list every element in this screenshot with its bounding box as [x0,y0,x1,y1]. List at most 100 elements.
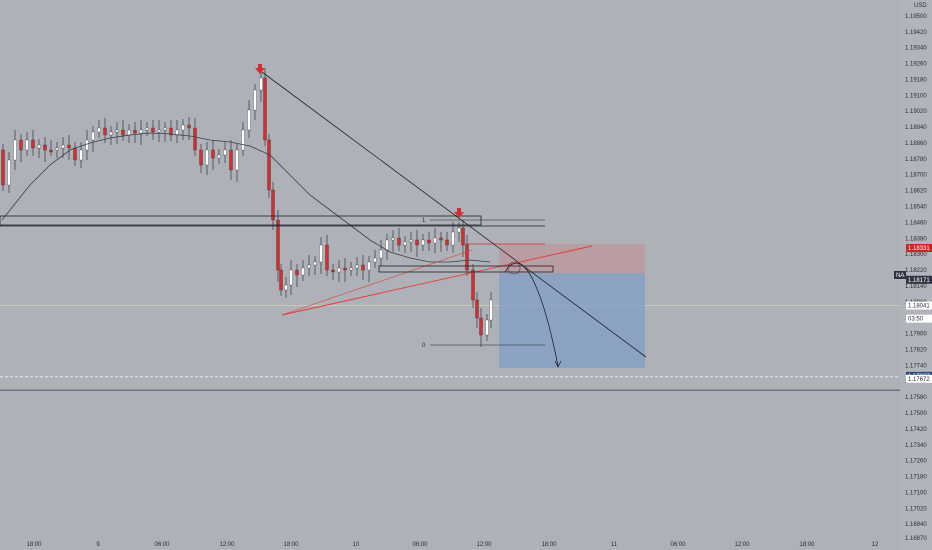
risk-zone [499,244,645,273]
y-tick-label: 1.19500 [905,14,927,20]
fib-label-1: 1 [422,218,426,224]
x-tick-label: 11 [611,542,618,548]
candle-body [37,144,41,149]
price-axis[interactable]: 1.19500 1.19420 1.19340 1.19260 1.19180 1.191… [905,14,927,542]
y-tick-label: 1.17340 [905,443,927,449]
y-tick-label: 1.17260 [905,459,927,465]
x-tick-label: 06:00 [670,542,686,548]
candle-body [91,131,95,141]
candle-body [307,264,311,269]
down-trendline [261,71,647,358]
projection-curve [504,263,559,367]
y-tick-label: 1.18540 [905,204,927,210]
candle-body [276,219,280,271]
candle-body [289,269,293,286]
y-tick-label: 1.17740 [905,363,927,369]
candle-body [31,139,35,149]
x-tick-label: 06:00 [154,542,170,548]
price-tag [894,271,906,279]
candle-body [19,139,23,151]
resistance-box [0,215,482,226]
y-tick-label: 1.18140 [905,284,927,290]
pivot-marker [507,261,521,275]
y-tick-label: 1.17500 [905,411,927,417]
y-tick-label: 1.17420 [905,427,927,433]
candle-body [489,299,493,321]
y-tick-label: 1.18860 [905,141,927,147]
candle-body [385,239,389,251]
y-tick-label: 1.19260 [905,62,927,68]
y-tick-label: 1.19100 [905,93,927,99]
candle-body [349,267,353,271]
candle-body [367,261,371,271]
candle-body [163,127,167,131]
y-tick-label: 1.18620 [905,189,927,195]
candle-body [471,269,475,301]
candle-body [145,127,149,131]
candle-body [121,129,125,136]
candle-body [475,299,479,319]
candle-body [241,129,245,151]
candle-body [373,257,377,263]
price-tag-label: 1.18331 [908,246,930,252]
candle-body [7,159,11,186]
candle-body [337,267,341,273]
candle-body [421,239,425,246]
price-tag [906,301,932,310]
x-tick-label: 06:00 [412,542,428,548]
y-tick-label: 1.16940 [905,522,927,528]
candle-body [313,261,317,266]
price-tag [906,243,932,252]
candle-body [157,129,161,133]
time-axis[interactable]: 18:00 9 06:00 12:00 18:00 10 06:00 12:00 18:00 11… [26,542,879,548]
candle-body [133,129,137,134]
y-tick-label: 1.17580 [905,395,927,401]
y-tick-label: 1.18460 [905,220,927,226]
price-tags: 1.18331NA1.181711.1804103:501.176871.176… [894,243,932,383]
candle-body [79,149,83,161]
y-tick-label: 1.17020 [905,506,927,512]
candle-body [103,127,107,136]
y-tick-label: 1.18780 [905,157,927,163]
x-tick-label: 10 [353,542,360,548]
candle-body [279,269,283,291]
y-tick-label: 1.18220 [905,268,927,274]
candle-body [479,317,483,336]
levels [0,305,900,391]
candle-body [457,227,461,233]
y-tick-label: 1.18700 [905,173,927,179]
y-tick-label: 1.18300 [905,252,927,258]
x-tick-label: 12:00 [219,542,235,548]
candle-body [461,227,465,246]
candle-body [229,149,233,171]
x-tick-label: 18:00 [26,542,42,548]
candle-body [67,144,71,149]
candle-body [247,109,251,131]
up-trendline [281,245,593,316]
price-tag [906,314,932,323]
x-tick-label: 12:00 [476,542,492,548]
y-tick-label: 1.19340 [905,46,927,52]
moving-average-line [1,132,491,263]
candle-body [85,139,89,151]
y-tick-label: 1.19180 [905,77,927,83]
price-tag-label: 03:50 [908,317,924,323]
price-tag-label: 1.18171 [908,278,930,284]
up-trendline-inner [281,249,473,316]
candle-body [485,319,489,336]
y-tick-label: 1.17100 [905,490,927,496]
candle-body [253,89,257,111]
candle-body [43,144,47,151]
candle-body [25,139,29,151]
price-tag [906,374,932,383]
candle-body [127,129,131,136]
candle-body [211,149,215,159]
x-tick-label: 12:00 [734,542,750,548]
candle-body [415,239,419,246]
currency-label: USD [914,3,927,9]
y-tick-label: 1.19420 [905,30,927,36]
y-tick-label: 1.18380 [905,236,927,242]
